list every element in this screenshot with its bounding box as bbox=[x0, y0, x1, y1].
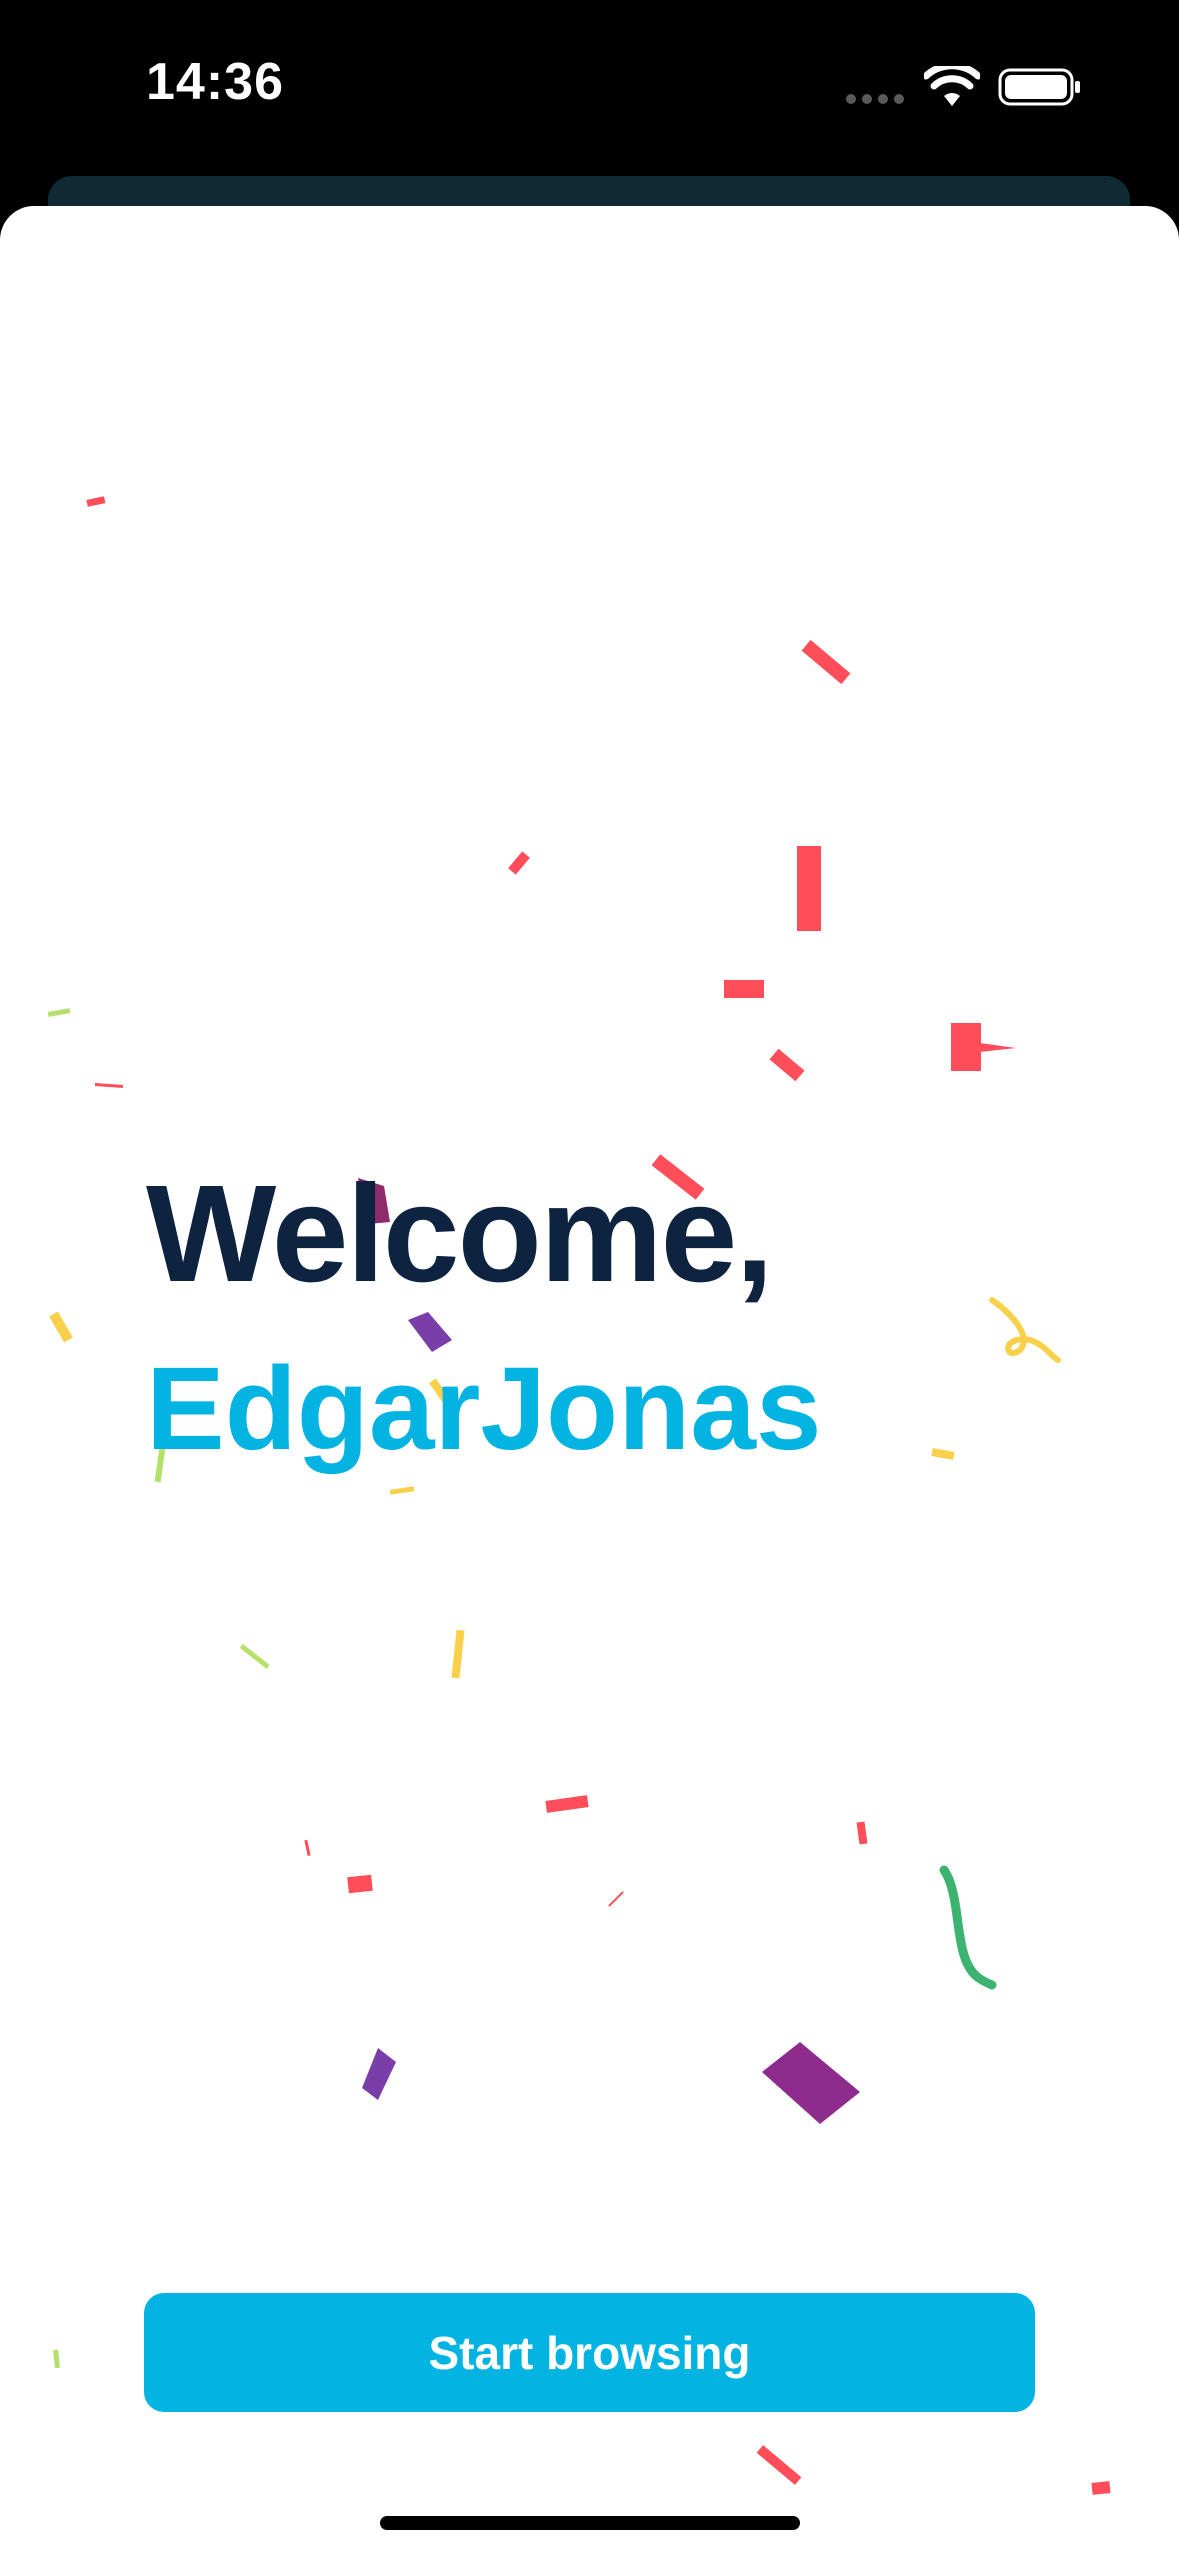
start-browsing-button[interactable]: Start browsing bbox=[144, 2293, 1035, 2412]
welcome-title: Welcome, bbox=[146, 1157, 774, 1311]
home-indicator[interactable] bbox=[380, 2516, 800, 2530]
status-bar: 14:36 bbox=[0, 0, 1179, 175]
status-time: 14:36 bbox=[146, 53, 284, 111]
battery-icon bbox=[998, 68, 1080, 106]
wifi-icon bbox=[924, 66, 980, 106]
user-name: EdgarJonas bbox=[146, 1343, 822, 1475]
welcome-sheet bbox=[0, 206, 1179, 2556]
signal-dots-icon bbox=[846, 94, 906, 106]
